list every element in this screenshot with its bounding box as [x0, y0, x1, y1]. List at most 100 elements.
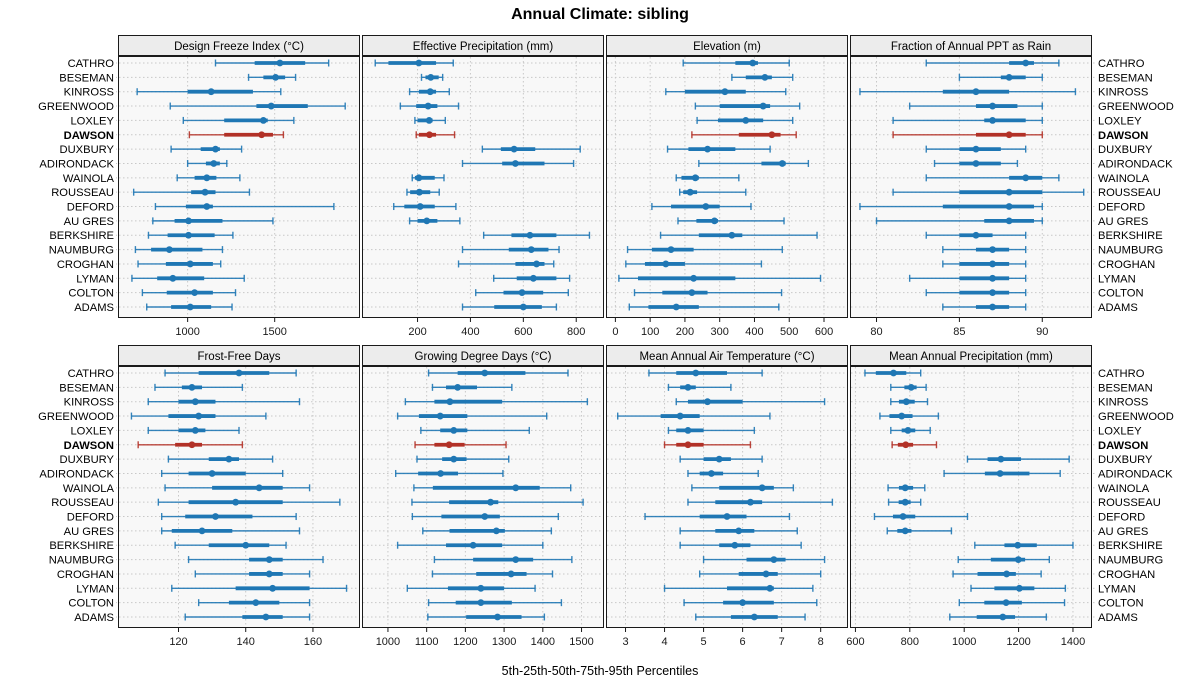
station-label-right: KINROSS: [1098, 87, 1148, 99]
x-tick-label: 7: [779, 636, 785, 648]
station-label-right: ADAMS: [1098, 302, 1138, 314]
median-dot: [999, 613, 1007, 621]
x-tick-label: 5: [701, 636, 707, 648]
x-tick-label: 1400: [531, 636, 555, 648]
station-label-right: BERKSHIRE: [1098, 230, 1163, 242]
median-dot: [533, 260, 540, 268]
median-dot: [684, 427, 692, 434]
median-dot: [269, 584, 277, 592]
median-dot: [235, 369, 243, 377]
x-tick-label: 500: [780, 326, 798, 338]
median-dot: [424, 102, 432, 110]
median-dot: [662, 260, 670, 268]
median-dot: [198, 527, 206, 535]
median-dot: [477, 599, 485, 607]
station-label-right: BESEMAN: [1098, 72, 1153, 84]
station-label-left: LOXLEY: [70, 115, 114, 127]
median-dot: [1005, 217, 1013, 225]
station-label-right: LYMAN: [1098, 583, 1136, 595]
median-dot: [232, 498, 240, 506]
median-dot: [901, 498, 909, 506]
station-label-right: DEFORD: [1098, 512, 1145, 524]
median-dot: [1005, 203, 1013, 210]
x-axis-caption: 5th-25th-50th-75th-95th Percentiles: [501, 664, 699, 678]
station-label-left: LOXLEY: [70, 425, 114, 437]
median-dot: [201, 188, 209, 196]
station-label-left: KINROSS: [64, 397, 114, 409]
panel-strip: [362, 35, 604, 56]
station-label-left: ROUSSEAU: [51, 497, 114, 509]
median-dot: [766, 584, 774, 592]
station-label-right: COLTON: [1098, 288, 1144, 300]
median-dot: [469, 541, 477, 549]
median-dot: [704, 398, 711, 406]
median-dot: [207, 88, 215, 96]
median-dot: [750, 613, 758, 621]
median-dot: [527, 246, 535, 253]
station-label-right: AU GRES: [1098, 526, 1148, 538]
x-tick-label: 80: [870, 326, 882, 338]
station-label-left: BERKSHIRE: [49, 540, 114, 552]
median-dot: [212, 513, 219, 520]
station-label-left: GREENWOOD: [38, 101, 114, 113]
median-dot: [904, 427, 912, 434]
station-label-left: BERKSHIRE: [49, 230, 114, 242]
median-dot: [481, 369, 489, 377]
median-dot: [768, 131, 776, 139]
panel-strip: [850, 35, 1092, 56]
median-dot: [1003, 570, 1011, 578]
panel-strip: [606, 35, 848, 56]
median-dot: [711, 217, 718, 225]
median-dot: [267, 102, 275, 110]
median-dot: [739, 599, 747, 607]
station-label-left: AU GRES: [64, 526, 114, 538]
station-label-left: BESEMAN: [59, 72, 114, 84]
x-tick-label: 90: [1036, 326, 1048, 338]
panel-row-bottom: CATHRO CATHRO BESEMAN BESEMAN KINROSS KINROSS…: [38, 345, 1174, 648]
x-tick-label: 160: [304, 636, 322, 648]
panel-plot-area: [850, 366, 1092, 628]
station-label-right: CROGHAN: [1098, 569, 1155, 581]
station-label-right: ADIRONDACK: [1098, 468, 1173, 480]
station-label-right: ROUSSEAU: [1098, 497, 1161, 509]
x-tick-label: 1200: [453, 636, 477, 648]
median-dot: [446, 398, 454, 406]
median-dot: [759, 102, 767, 110]
x-tick-label: 120: [169, 636, 187, 648]
median-dot: [731, 541, 739, 549]
median-dot: [436, 412, 444, 420]
median-dot: [529, 274, 537, 282]
median-dot: [902, 441, 910, 449]
median-dot: [691, 174, 699, 182]
median-dot: [165, 246, 173, 253]
x-tick-label: 1000: [175, 326, 199, 338]
median-dot: [996, 470, 1004, 477]
x-tick-label: 1000: [376, 636, 400, 648]
median-dot: [1022, 59, 1030, 67]
median-dot: [686, 188, 694, 196]
median-dot: [492, 527, 500, 535]
page-title: Annual Climate: sibling: [511, 6, 689, 23]
median-dot: [907, 383, 915, 391]
x-tick-label: 3: [622, 636, 628, 648]
median-dot: [989, 274, 996, 282]
station-label-right: WAINOLA: [1098, 173, 1150, 185]
station-label-right: NAUMBURG: [1098, 555, 1163, 567]
median-dot: [426, 88, 434, 96]
x-tick-label: 85: [953, 326, 965, 338]
panel-title: Elevation (m): [693, 41, 761, 53]
median-dot: [445, 441, 453, 449]
station-label-right: BERKSHIRE: [1098, 540, 1163, 552]
x-tick-label: 1500: [569, 636, 593, 648]
station-label-right: ADIRONDACK: [1098, 158, 1173, 170]
panel-title: Fraction of Annual PPT as Rain: [891, 41, 1051, 53]
station-label-right: COLTON: [1098, 598, 1144, 610]
x-tick-label: 200: [676, 326, 694, 338]
panel-strip: [118, 345, 360, 366]
median-dot: [735, 527, 743, 535]
median-dot: [191, 398, 199, 406]
station-label-left: CROGHAN: [57, 259, 114, 271]
median-dot: [208, 470, 216, 477]
x-tick-label: 600: [846, 636, 864, 648]
